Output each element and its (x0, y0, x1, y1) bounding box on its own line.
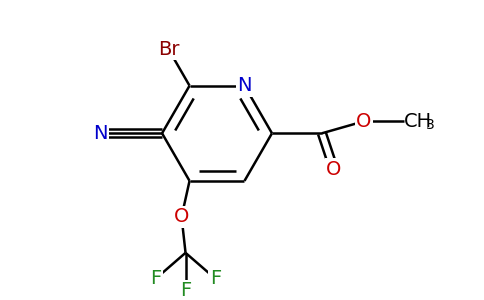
Text: F: F (150, 269, 161, 288)
Text: CH: CH (404, 112, 432, 131)
Text: O: O (326, 160, 342, 179)
Text: N: N (93, 124, 107, 143)
Text: N: N (237, 76, 252, 95)
Text: F: F (180, 281, 191, 300)
Text: O: O (356, 112, 372, 131)
Text: O: O (174, 207, 189, 226)
Text: Br: Br (158, 40, 179, 59)
Text: 3: 3 (426, 118, 435, 132)
Text: F: F (210, 269, 221, 288)
